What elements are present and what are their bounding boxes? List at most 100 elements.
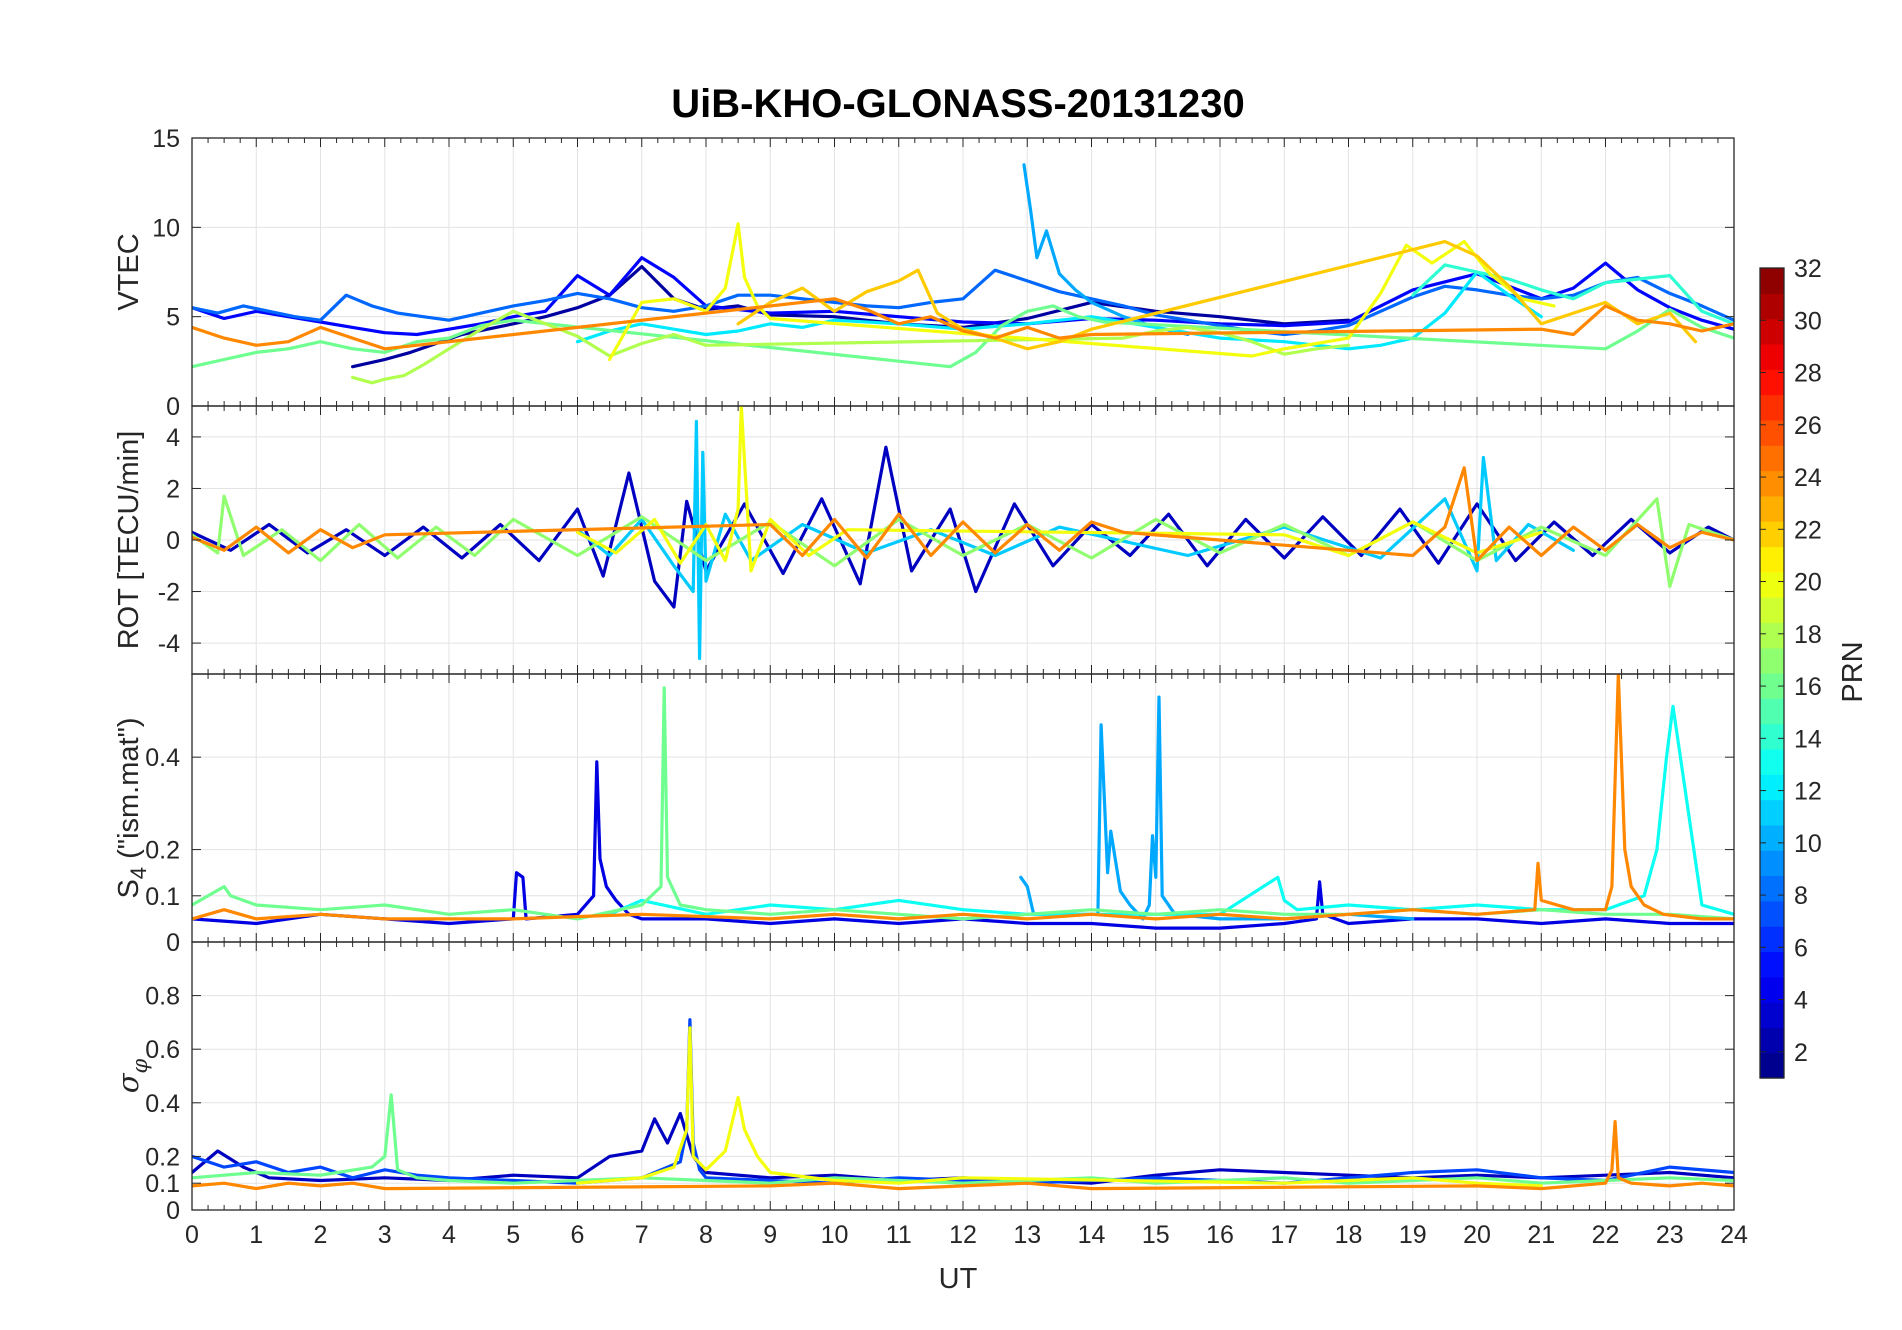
vtec-series-group: [192, 163, 1734, 385]
x-axis-label: UT: [939, 1263, 978, 1295]
s4-y-tick-label: 0: [166, 929, 180, 957]
x-tick-label: 1: [249, 1221, 263, 1249]
vtec-y-tick-label: 0: [166, 393, 180, 421]
vtec-series-prn-20: [607, 222, 1556, 362]
colorbar-tick-label: 22: [1794, 516, 1822, 544]
x-tick-label: 24: [1720, 1221, 1748, 1249]
rot-series-prn-24: [192, 466, 1734, 563]
x-tick-label: 7: [635, 1221, 649, 1249]
colorbar-tick-label: 26: [1794, 412, 1822, 440]
colorbar-segment: [1760, 597, 1784, 623]
colorbar-tick-label: 28: [1794, 360, 1822, 388]
x-tick-label: 23: [1656, 1221, 1684, 1249]
x-tick-label: 10: [821, 1221, 849, 1249]
x-tick-label: 11: [886, 1221, 912, 1249]
sigma_phi-series-prn-7: [192, 1018, 1734, 1185]
colorbar-segment: [1760, 774, 1784, 801]
rot-series-prn-20: [575, 406, 1543, 573]
colorbar-segment: [1760, 571, 1784, 598]
s4-series-prn-10: [1019, 695, 1415, 921]
sigma_phi-y-tick-label: 0.1: [145, 1170, 180, 1198]
colorbar-segment: [1760, 445, 1784, 472]
vtec-series-prn-22: [736, 240, 1698, 351]
panel-sigma_phi: 00.10.2 0.4 0.6 0.8 σφ: [111, 941, 1735, 1225]
vtec-y-tick-label: 10: [152, 214, 180, 242]
x-tick-label: 8: [699, 1221, 713, 1249]
s4-series-prn-24: [192, 674, 1734, 921]
x-tick-label: 20: [1463, 1221, 1491, 1249]
colorbar-segment: [1760, 926, 1784, 953]
vtec-y-axis-label: VTEC: [113, 233, 145, 310]
rot-y-tick-label: 0: [166, 527, 180, 555]
colorbar-segment: [1760, 369, 1784, 396]
s4-series-prn-4: [192, 760, 1734, 930]
vtec-series-prn-18: [351, 309, 1351, 385]
colorbar-segment: [1760, 723, 1784, 750]
colorbar-segment: [1760, 951, 1784, 978]
x-tick-label: 18: [1335, 1221, 1363, 1249]
rot-series-prn-3: [192, 445, 1734, 609]
colorbar-segment: [1760, 976, 1784, 1003]
colorbar-segment: [1760, 900, 1784, 927]
vtec-y-tick-label: 5: [166, 304, 180, 332]
x-tick-label: 21: [1527, 1221, 1555, 1249]
x-tick-label: 2: [314, 1221, 328, 1249]
x-tick-label: 15: [1142, 1221, 1170, 1249]
colorbar-tick-label: 18: [1794, 621, 1822, 649]
x-tick-label: 3: [378, 1221, 392, 1249]
colorbar-segment: [1760, 1052, 1784, 1079]
s4-y-tick-label: 0.4: [145, 744, 180, 772]
x-tick-label: 12: [949, 1221, 977, 1249]
s4-y-axis-label: S4 ("ism.mat"): [113, 717, 151, 898]
s4-series-prn-13: [607, 704, 1734, 916]
x-tick-label: 17: [1270, 1221, 1298, 1249]
colorbar-tick-label: 4: [1794, 987, 1808, 1015]
colorbar-segment: [1760, 850, 1784, 877]
rot-y-axis-label: ROT [TECU/min]: [113, 431, 145, 650]
sigma_phi-series-prn-20: [575, 1026, 1543, 1188]
colorbar-tick-label: 12: [1794, 778, 1822, 806]
rot-series-prn-17: [192, 494, 1734, 589]
panel-rot: -4 -2 0 2 4 ROT [TECU/min]: [113, 405, 1735, 675]
chart-title: UiB-KHO-GLONASS-20131230: [671, 82, 1245, 126]
vtec-series-prn-10: [1022, 163, 1190, 337]
colorbar-frame: [1759, 267, 1785, 1079]
x-tick-label: 5: [506, 1221, 520, 1249]
x-tick-label: 19: [1399, 1221, 1427, 1249]
colorbar-segment: [1760, 343, 1784, 370]
x-tick-label: 0: [185, 1221, 199, 1249]
rot-series-prn-11: [575, 419, 1576, 661]
vtec-series-prn-24: [192, 297, 1734, 351]
colorbar-tick-label: 24: [1794, 464, 1822, 492]
vtec-series-prn-16: [192, 304, 1734, 369]
colorbar-segment: [1760, 470, 1784, 497]
colorbar-segment: [1760, 268, 1784, 294]
colorbar-segment: [1760, 521, 1784, 548]
colorbar-segment: [1760, 799, 1784, 826]
colorbar-tick-label: 2: [1794, 1039, 1808, 1067]
colorbar-tick-label: 10: [1794, 830, 1822, 858]
panel-vtec: 0 5 10 15 VTEC: [113, 125, 1735, 421]
colorbar-tick-label: 6: [1794, 934, 1808, 962]
s4-y-tick-label: 0.2: [145, 837, 180, 865]
sigma_phi-y-tick-label: 0.2: [145, 1143, 180, 1171]
rot-series-group: [192, 406, 1734, 661]
colorbar-segment: [1760, 824, 1784, 851]
sigma_phi-y-tick-label: 0: [166, 1197, 180, 1225]
sigma_phi-y-axis-label: σφ: [111, 1058, 152, 1093]
x-tick-label: 9: [763, 1221, 777, 1249]
x-tick-label: 16: [1206, 1221, 1234, 1249]
colorbar-tick-label: 32: [1794, 255, 1822, 283]
rot-y-tick-label: -4: [158, 630, 180, 658]
colorbar-tick-label: 14: [1794, 725, 1822, 753]
sigma_phi-y-tick-label: 0.8: [145, 983, 180, 1011]
colorbar-segment: [1760, 1002, 1784, 1028]
colorbar-segment: [1760, 622, 1784, 649]
panel-s4: 0 0.1 0.2 0.4S4 ("ism.mat"): [113, 673, 1735, 957]
x-tick-label: 14: [1078, 1221, 1106, 1249]
colorbar-segment: [1760, 419, 1784, 446]
x-tick-label: 4: [442, 1221, 456, 1249]
